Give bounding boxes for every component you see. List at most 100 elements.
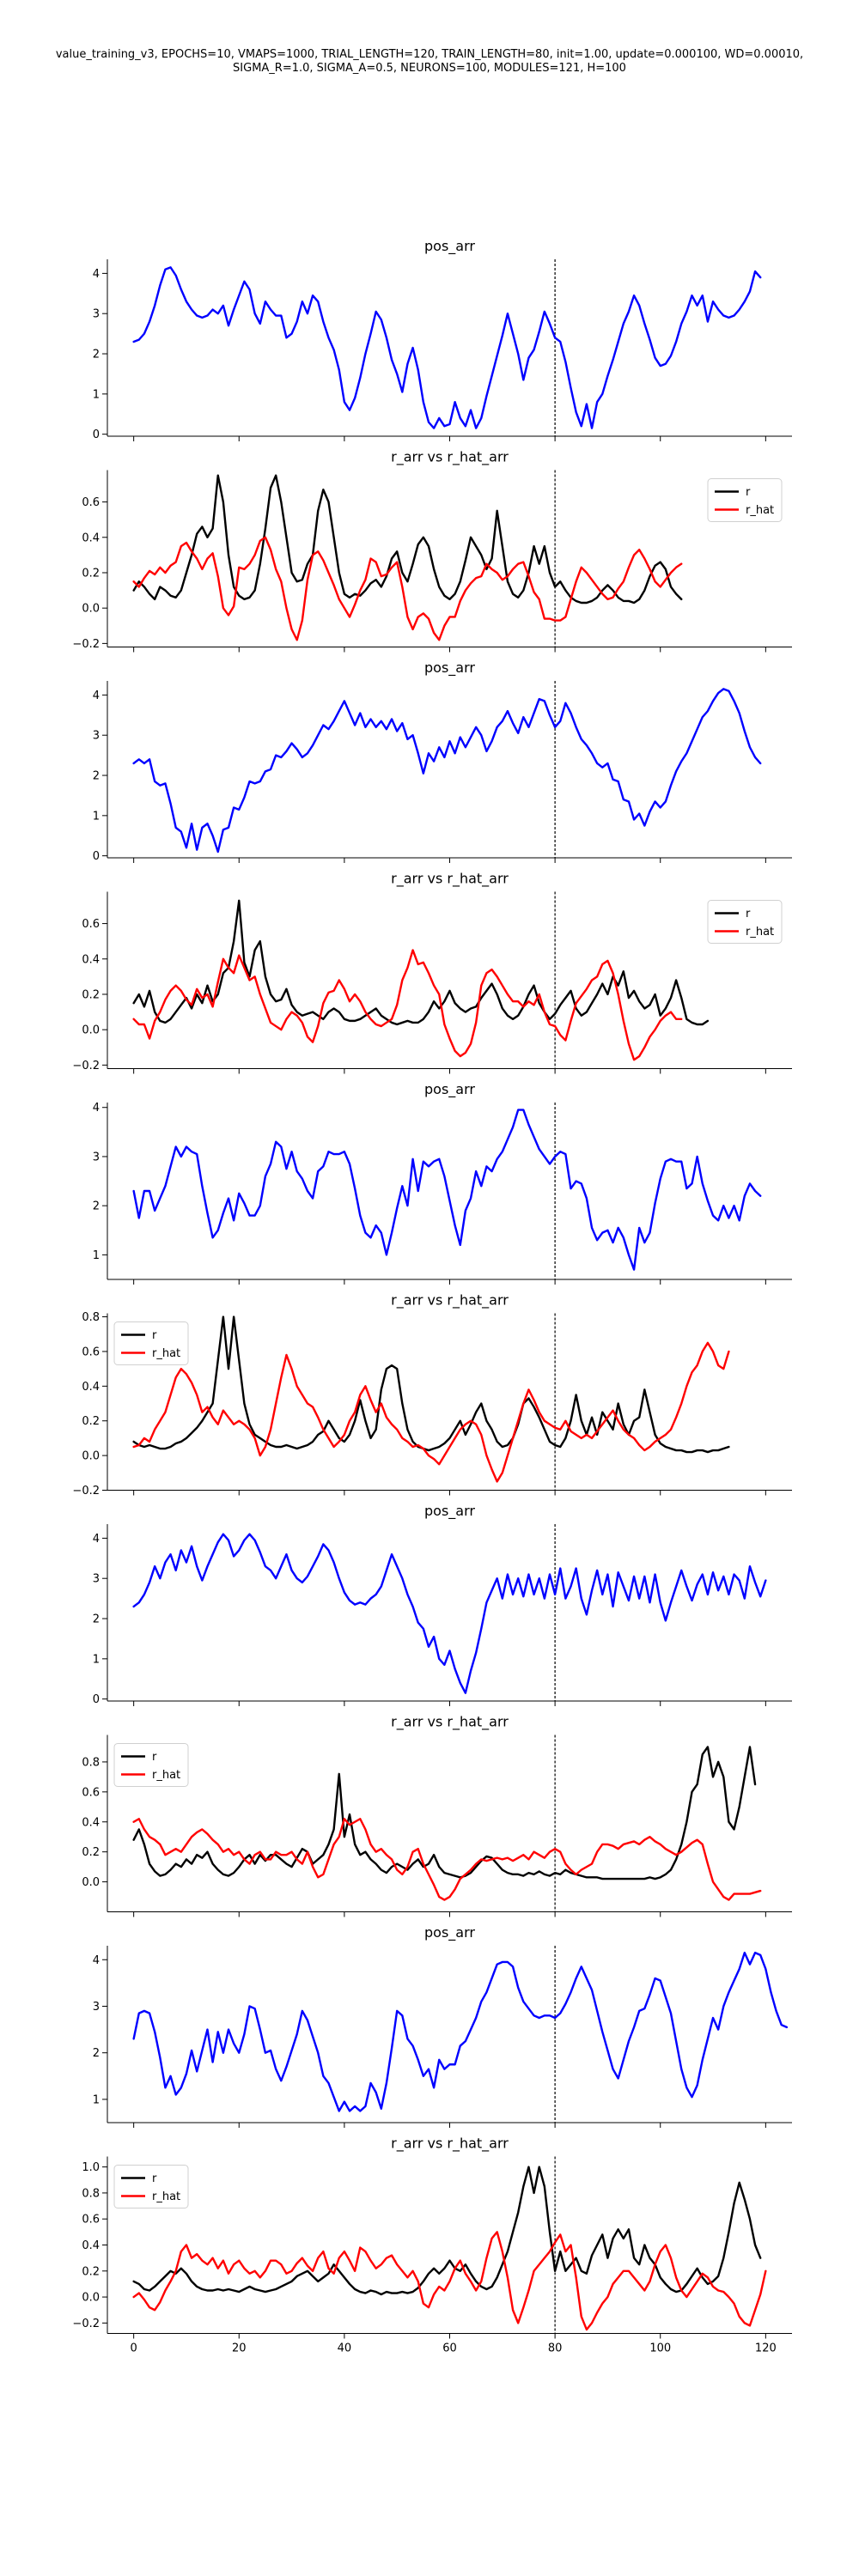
subplot-title: r_arr vs r_hat_arr	[391, 449, 509, 466]
legend-label-r_hat: r_hat	[152, 1769, 180, 1782]
y-tick-label: 0	[93, 1693, 100, 1706]
series-line-r	[132, 2166, 762, 2296]
series-line-pos	[132, 266, 762, 429]
subplot-title: pos_arr	[424, 238, 475, 255]
y-tick-label: −0.2	[72, 638, 100, 651]
series-line-r	[132, 1315, 730, 1454]
subplot-7: pos_arr 0 1 2 3 4	[93, 1503, 792, 1706]
x-tick-label: 80	[548, 2342, 563, 2355]
series-line-pos	[132, 1951, 789, 2112]
series-line-r_hat	[132, 1818, 762, 1901]
subplot-title: pos_arr	[424, 1503, 475, 1520]
y-tick-label: 2	[93, 1613, 100, 1626]
legend: r r_hat	[707, 900, 783, 944]
subplot-title: r_arr vs r_hat_arr	[391, 1714, 509, 1731]
y-tick-label: 0.4	[82, 2239, 100, 2252]
series-line-pos	[132, 1109, 762, 1271]
y-tick-label: 1	[93, 2093, 100, 2106]
y-tick-label: 0.8	[82, 1311, 100, 1324]
subplot-title: r_arr vs r_hat_arr	[391, 1292, 509, 1309]
y-tick-label: 0.6	[82, 1346, 100, 1358]
legend-frame	[113, 1321, 189, 1365]
subplot-title: pos_arr	[424, 1924, 475, 1941]
y-tick-label: 0.6	[82, 2214, 100, 2227]
y-tick-label: 0.8	[82, 2187, 100, 2200]
subplot-title: pos_arr	[424, 659, 475, 677]
subplot-9: pos_arr 1 2 3 4	[93, 1924, 792, 2128]
y-tick-label: 1	[93, 1653, 100, 1666]
y-tick-label: 0.0	[82, 1876, 100, 1889]
subplot-8: r_arr vs r_hat_arr 0.0 0.2 0.4 0.6 0.8 r r_hat	[82, 1714, 792, 1917]
y-tick-label: 0.6	[82, 1786, 100, 1799]
y-tick-label: −0.2	[72, 1485, 100, 1498]
subplot-6: r_arr vs r_hat_arr −0.2 0.0 0.2 0.4 0.6 0.8 r r_…	[72, 1292, 792, 1498]
subplot-2: r_arr vs r_hat_arr −0.2 0.0 0.2 0.4 0.6 r r_hat	[72, 449, 792, 653]
y-tick-label: 0.0	[82, 2292, 100, 2305]
y-tick-label: 0.2	[82, 1846, 100, 1859]
legend-frame	[707, 900, 783, 944]
legend-label-r_hat: r_hat	[152, 1347, 180, 1360]
y-tick-label: 0.2	[82, 1415, 100, 1428]
y-tick-label: 0.0	[82, 1450, 100, 1463]
y-tick-label: 0	[93, 850, 100, 863]
legend-label-r: r	[746, 486, 751, 499]
legend-frame	[113, 2165, 189, 2208]
legend-label-r_hat: r_hat	[746, 504, 774, 517]
x-tick-label: 100	[649, 2342, 671, 2355]
legend-frame	[113, 1743, 189, 1787]
y-tick-label: 1.0	[82, 2161, 100, 2174]
y-tick-label: 0.2	[82, 988, 100, 1001]
y-tick-label: 3	[93, 308, 100, 321]
subplot-5: pos_arr 1 2 3 4	[93, 1081, 792, 1285]
y-tick-label: 4	[93, 268, 100, 281]
y-tick-label: 0.8	[82, 1756, 100, 1769]
legend: r r_hat	[707, 478, 783, 522]
x-tick-label: 0	[131, 2342, 137, 2355]
y-tick-label: 1	[93, 810, 100, 823]
y-tick-label: 4	[93, 690, 100, 702]
legend-label-r: r	[152, 1751, 157, 1764]
subplot-title: pos_arr	[424, 1081, 475, 1098]
series-line-r_hat	[132, 949, 683, 1061]
subplot-title: r_arr vs r_hat_arr	[391, 2136, 509, 2153]
y-tick-label: 4	[93, 1954, 100, 1967]
suptitle-line-2: SIGMA_R=1.0, SIGMA_A=0.5, NEURONS=100, M…	[233, 62, 626, 75]
x-tick-label: 40	[338, 2342, 352, 2355]
y-tick-label: 1	[93, 1249, 100, 1262]
x-tick-label: 20	[232, 2342, 247, 2355]
series-line-r_hat	[132, 2231, 767, 2331]
y-tick-label: 3	[93, 730, 100, 743]
series-line-pos	[132, 688, 762, 854]
legend-label-r: r	[746, 908, 751, 920]
y-tick-label: 0.2	[82, 2265, 100, 2278]
legend: r r_hat	[113, 1743, 189, 1787]
legend: r r_hat	[113, 1321, 189, 1365]
series-line-r	[132, 899, 710, 1026]
y-tick-label: 2	[93, 2047, 100, 2060]
series-line-pos	[132, 1533, 767, 1694]
y-tick-label: 4	[93, 1533, 100, 1546]
y-tick-label: −0.2	[72, 2318, 100, 2330]
figure-suptitle: value_training_v3, EPOCHS=10, VMAPS=1000…	[0, 48, 859, 76]
y-tick-label: 0.4	[82, 532, 100, 544]
series-line-r	[132, 1746, 757, 1880]
y-tick-label: 0.0	[82, 1024, 100, 1037]
legend-label-r_hat: r_hat	[152, 2190, 180, 2203]
y-tick-label: 0.0	[82, 603, 100, 616]
legend-label-r_hat: r_hat	[746, 926, 774, 939]
y-tick-label: 0.2	[82, 567, 100, 580]
legend-label-r: r	[152, 1329, 157, 1342]
y-tick-label: 1	[93, 388, 100, 401]
x-tick-label: 120	[755, 2342, 777, 2355]
series-line-r_hat	[132, 1341, 730, 1483]
subplot-4: r_arr vs r_hat_arr −0.2 0.0 0.2 0.4 0.6 r r_hat	[72, 871, 792, 1074]
x-tick-label: 60	[442, 2342, 457, 2355]
y-tick-label: 0.4	[82, 1816, 100, 1829]
legend-frame	[707, 478, 783, 522]
y-tick-label: 2	[93, 1200, 100, 1213]
subplot-1: pos_arr 0 1 2 3 4	[93, 238, 792, 441]
y-tick-label: −0.2	[72, 1060, 100, 1072]
series-line-r	[132, 474, 683, 605]
y-tick-label: 3	[93, 1573, 100, 1586]
